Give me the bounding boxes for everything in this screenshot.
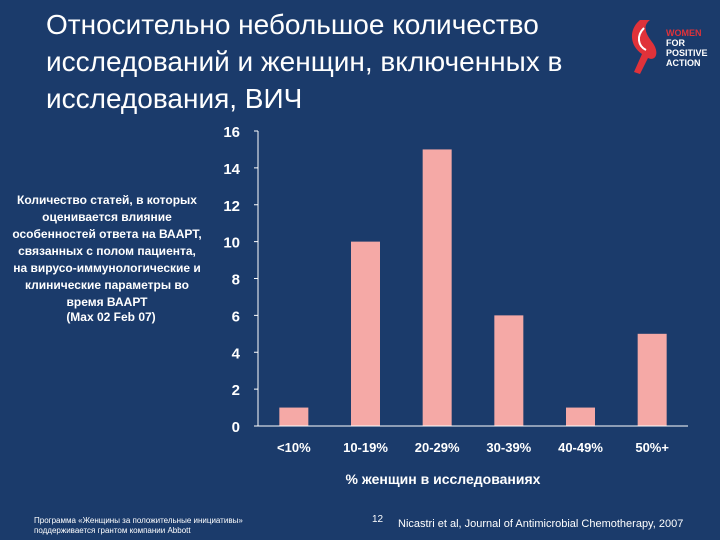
ribbon-logo-icon	[631, 20, 657, 74]
citation: Nicastri et al, Journal of Antimicrobial…	[398, 518, 684, 530]
footer-sponsor: Программа «Женщины за положительные иниц…	[34, 516, 243, 536]
logo-line-positive: POSITIVE	[666, 48, 708, 58]
y-tick-label: 0	[232, 419, 240, 436]
logo-line-for: FOR	[666, 38, 685, 48]
y-tick-label: 10	[223, 235, 240, 252]
side-note-text: Количество статей, в которых оценивается…	[12, 193, 202, 309]
bar-3	[494, 315, 524, 426]
y-tick-label: 4	[232, 345, 241, 362]
y-tick-label: 8	[232, 272, 240, 289]
bar-0	[279, 407, 309, 426]
logo-line-women: WOMEN	[666, 28, 702, 38]
x-tick-label: 30-39%	[486, 440, 531, 455]
x-tick-label: 10-19%	[343, 440, 388, 455]
x-tick-label: 50%+	[635, 440, 669, 455]
bar-1	[351, 241, 380, 426]
y-tick-label: 2	[232, 382, 240, 399]
footer-line-1: Программа «Женщины за положительные иниц…	[34, 516, 243, 525]
y-tick-label: 14	[223, 161, 240, 178]
y-tick-label: 16	[223, 124, 240, 141]
x-tick-label: 20-29%	[415, 440, 460, 455]
slide-title: Относительно небольшое количество исслед…	[46, 9, 563, 114]
y-tick-label: 12	[223, 198, 240, 215]
x-tick-label: <10%	[277, 440, 311, 455]
y-tick-label: 6	[232, 308, 240, 325]
bar-4	[566, 407, 595, 426]
page-number: 12	[372, 514, 384, 525]
bar-5	[637, 333, 667, 426]
logo-line-action: ACTION	[666, 58, 701, 68]
bar-2	[422, 149, 452, 426]
side-note: Количество статей, в которых оценивается…	[12, 192, 202, 324]
side-note-overlap: (Max 02 Feb 07)	[66, 310, 156, 324]
logo-text: WOMEN FOR POSITIVE ACTION	[666, 28, 708, 68]
x-tick-label: 40-49%	[558, 440, 603, 455]
footer-line-2: поддерживается грантом компании Abbott	[34, 526, 191, 535]
x-axis-title: % женщин в исследованиях	[346, 471, 541, 487]
